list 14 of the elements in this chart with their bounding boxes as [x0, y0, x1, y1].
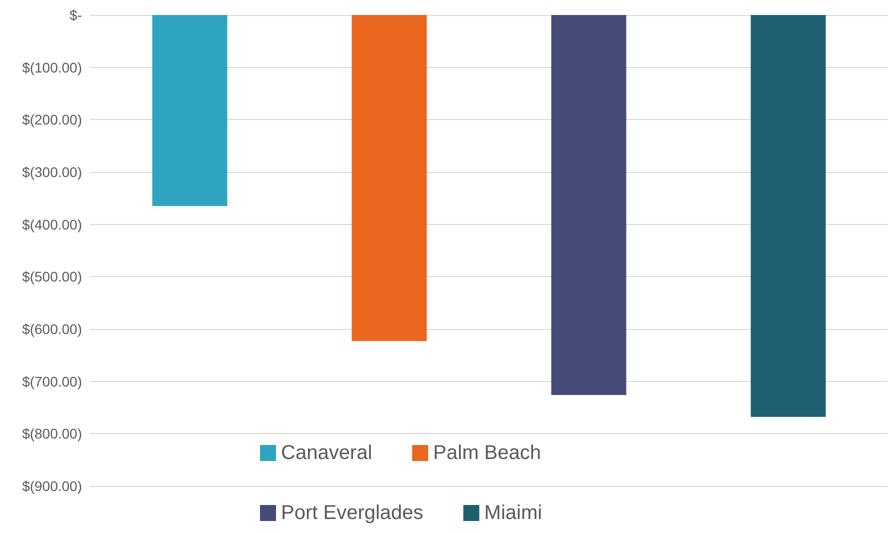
y-tick-label: $(900.00) [22, 478, 82, 494]
y-tick-label: $(800.00) [22, 426, 82, 442]
legend-label: Port Everglades [281, 502, 424, 524]
y-tick-label: $(400.00) [22, 216, 82, 232]
y-tick-label: $(500.00) [22, 268, 82, 285]
y-tick-label: $(100.00) [22, 59, 82, 76]
y-tick-label: $(200.00) [22, 112, 82, 128]
y-tick-label: $(600.00) [22, 321, 82, 337]
y-tick-label: $(300.00) [22, 164, 82, 180]
legend-label: Palm Beach [433, 442, 542, 464]
legend-label: Canaveral [281, 442, 372, 464]
y-tick-label: $- [70, 7, 82, 23]
y-tick-label: $(700.00) [22, 373, 82, 390]
legend-label: Miaimi [484, 502, 542, 524]
